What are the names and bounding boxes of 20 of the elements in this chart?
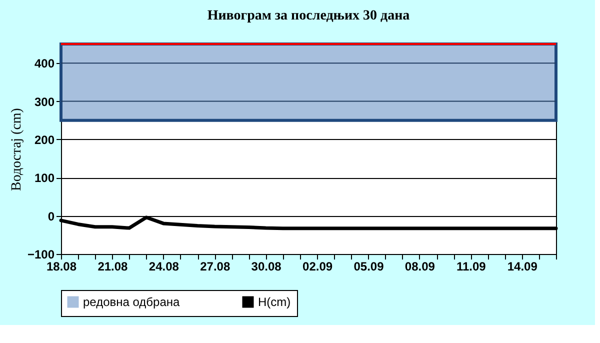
x-tick-label: 08.09	[404, 260, 436, 274]
y-tick-label: −100	[27, 248, 55, 262]
x-tick-label: 05.09	[354, 260, 384, 274]
legend-label: редовна одбрана	[83, 295, 180, 309]
x-tick-label: 21.08	[98, 260, 128, 274]
y-tick-label: 200	[34, 132, 55, 147]
y-tick-label: 0	[48, 209, 55, 224]
x-tick-label: 18.08	[46, 260, 77, 274]
x-tick-label: 27.08	[200, 260, 230, 274]
legend-label: H(cm)	[258, 295, 291, 309]
x-tick-label: 30.08	[251, 260, 282, 274]
x-tick-label: 11.09	[456, 260, 486, 274]
x-tick-label: 24.08	[148, 260, 180, 274]
y-tick-label: 100	[34, 171, 55, 186]
chart-title: Нивограм за последњих 30 дана	[207, 8, 410, 24]
y-tick-label: 400	[34, 56, 55, 71]
y-axis-title: Водостај (cm)	[9, 108, 24, 191]
y-tick-label: 300	[34, 94, 55, 109]
x-tick-label: 02.09	[302, 260, 333, 274]
x-tick-label: 14.09	[507, 260, 538, 274]
